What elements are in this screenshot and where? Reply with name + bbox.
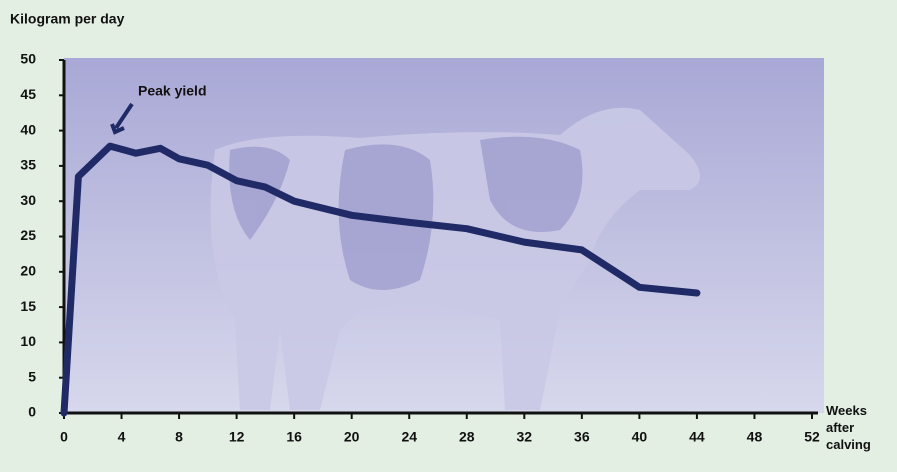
y-tick-label: 50 xyxy=(20,51,36,67)
y-tick-label: 20 xyxy=(20,263,36,279)
x-tick-label: 52 xyxy=(804,429,820,445)
y-tick-label: 40 xyxy=(20,121,36,137)
y-tick-label: 0 xyxy=(28,404,36,420)
annotation-arrow xyxy=(110,102,134,135)
x-tick-label: 28 xyxy=(459,429,475,445)
x-tick-label: 12 xyxy=(229,429,245,445)
y-tick-label: 15 xyxy=(20,298,36,314)
x-tick-label: 0 xyxy=(60,429,68,445)
x-tick-label: 48 xyxy=(747,429,763,445)
x-tick-label: 44 xyxy=(689,429,705,445)
y-tick-label: 30 xyxy=(20,192,36,208)
annotation: Peak yield xyxy=(138,83,207,99)
y-tick-label: 45 xyxy=(20,86,36,102)
x-tick-label: 20 xyxy=(344,429,360,445)
x-axis-title: Weeks after calving xyxy=(826,403,871,452)
x-tick-label: 24 xyxy=(401,429,417,445)
x-tick-label: 8 xyxy=(175,429,183,445)
x-tick-label: 4 xyxy=(118,429,126,445)
y-tick-label: 5 xyxy=(28,368,36,384)
cow-patches xyxy=(229,136,583,290)
x-tick-label: 36 xyxy=(574,429,590,445)
y-axis-title: Kilogram per day xyxy=(10,11,125,27)
x-tick-label: 40 xyxy=(632,429,648,445)
y-tick-label: 35 xyxy=(20,157,36,173)
x-tick-label: 32 xyxy=(517,429,533,445)
y-tick-label: 25 xyxy=(20,227,36,243)
y-tick-label: 10 xyxy=(20,333,36,349)
x-tick-label: 16 xyxy=(286,429,302,445)
data-line xyxy=(60,142,701,417)
